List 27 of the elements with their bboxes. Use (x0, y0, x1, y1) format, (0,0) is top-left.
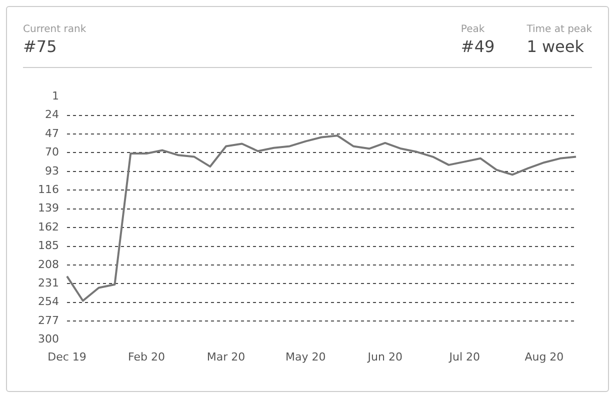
text: Time at peak (526, 24, 592, 35)
y-tick-label: 116 (38, 183, 59, 196)
x-tick-label: Mar 20 (206, 350, 246, 364)
x-tick-label: Feb 20 (128, 350, 166, 364)
x-tick-label: Aug 20 (524, 350, 564, 364)
text: 1 week (526, 37, 585, 56)
y-tick-label: 93 (44, 164, 59, 178)
y-tick-label: 1 (52, 89, 59, 102)
y-tick-label: 139 (38, 202, 59, 215)
y-tick-label: 185 (38, 239, 59, 252)
y-tick-label: 277 (38, 314, 59, 327)
y-tick-label: 70 (44, 146, 59, 159)
text: #75 (23, 37, 58, 56)
y-tick-label: 162 (38, 220, 59, 234)
y-tick-label: 300 (38, 332, 59, 346)
x-tick-label: Jul 20 (448, 350, 480, 364)
x-tick-label: May 20 (285, 350, 326, 364)
y-tick-label: 47 (44, 126, 59, 140)
y-tick-label: 231 (38, 276, 59, 290)
text: #49 (460, 37, 495, 56)
text: Current rank (23, 24, 86, 35)
text: Peak (460, 24, 486, 35)
y-tick-label: 24 (44, 108, 59, 122)
y-tick-label: 208 (38, 258, 59, 271)
x-tick-label: Dec 19 (48, 350, 86, 364)
y-tick-label: 254 (38, 295, 59, 308)
x-tick-label: Jun 20 (366, 350, 402, 364)
